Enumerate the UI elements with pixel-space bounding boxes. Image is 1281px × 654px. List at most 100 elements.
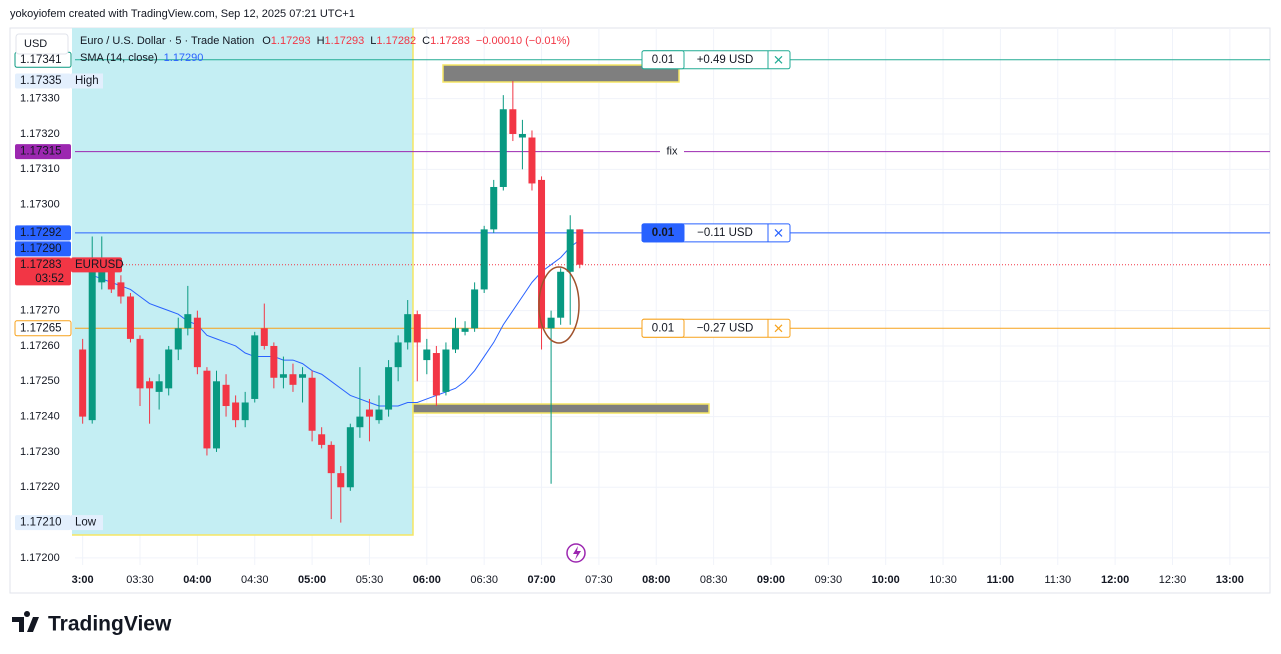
y-tick-label: 1.17250: [20, 375, 60, 387]
candle-body: [203, 370, 211, 449]
candle-body: [404, 314, 412, 343]
price-label-text: Low: [75, 517, 97, 529]
candle-body: [490, 186, 498, 230]
candle-body: [136, 338, 144, 389]
position-close: [774, 228, 783, 237]
candle-body: [518, 133, 526, 138]
ohlc-key: H: [317, 35, 325, 47]
candle-body: [499, 109, 507, 187]
candle-body: [557, 271, 565, 318]
x-tick-label: 12:30: [1159, 574, 1187, 586]
x-tick-label: 10:30: [929, 574, 957, 586]
position-qty-box: [641, 318, 685, 338]
candle-body: [356, 416, 364, 428]
y-tick-label: 1.17220: [20, 481, 60, 493]
legend-sma: SMA (14, close) 1.17290: [80, 52, 203, 64]
candle-body: [299, 374, 307, 378]
candle-body: [241, 402, 249, 421]
y-tick-label: 1.17310: [20, 163, 60, 175]
ohlc-value: 1.17293: [271, 35, 311, 47]
candle-body: [155, 381, 163, 392]
event-bolt: [573, 546, 581, 560]
legend-title: Euro / U.S. Dollar · 5 · Trade Nation: [80, 35, 254, 47]
price-label-text-bg: [71, 515, 103, 531]
sma-value: 1.17290: [164, 52, 204, 64]
annotation-ellipse: [538, 266, 580, 344]
plot: 0.01 +0.49 USD fix 0.01 −0.11 USD 0.01 −0.27 U…: [11, 28, 1270, 592]
zone-box: [412, 403, 710, 414]
candle-body: [528, 137, 536, 184]
x-tick-label: 08:00: [642, 574, 670, 586]
candle-body: [270, 345, 278, 378]
candle-body: [146, 381, 154, 389]
candle-body: [232, 402, 240, 421]
price-label: 1.17315: [20, 146, 62, 158]
y-tick-label: 1.17270: [20, 305, 60, 317]
currency: USD: [24, 38, 47, 50]
price-label: 1.17265: [20, 322, 62, 334]
countdown: 03:52: [35, 273, 64, 285]
candle-body: [451, 328, 459, 350]
price-label: 1.17292: [20, 227, 62, 239]
candle-body: [88, 264, 96, 421]
currency-box: [15, 33, 69, 55]
x-tick-label: 06:30: [470, 574, 498, 586]
logo: TradingView: [12, 611, 172, 636]
candle-body: [423, 349, 431, 361]
candle-body: [547, 317, 555, 329]
x-tick-label: 04:30: [241, 574, 269, 586]
candle-body: [566, 229, 574, 272]
y-tick-label: 1.17300: [20, 199, 60, 211]
candle-body: [461, 328, 469, 332]
price-label-box: [15, 225, 71, 241]
price-label-box: [14, 320, 72, 337]
x-tick-label: 07:30: [585, 574, 613, 586]
candle-body: [107, 271, 115, 290]
candle-body: [251, 335, 259, 399]
position-qty: 0.01: [652, 54, 674, 66]
price-label: 1.17290: [20, 243, 62, 255]
price-label-box: [15, 515, 71, 531]
price-label-box: [15, 73, 71, 89]
candle-body: [222, 384, 230, 407]
x-tick-label: 07:00: [527, 574, 555, 586]
price-label-box: [15, 241, 71, 257]
sma-line: [92, 239, 581, 407]
ohlc-value: 1.17282: [376, 35, 416, 47]
price-label-box: [15, 257, 71, 286]
price-axis-bg: [11, 29, 72, 564]
price-line-tag: fix: [667, 146, 679, 158]
header: yokoyiofem created with TradingView.com,…: [10, 8, 355, 20]
sma-name: SMA (14, close): [80, 52, 158, 64]
x-tick-label: 03:30: [126, 574, 154, 586]
x-tick-label: 05:30: [356, 574, 384, 586]
candle-body: [385, 367, 393, 410]
candle-body: [212, 381, 220, 449]
x-tick-label: 13:00: [1216, 574, 1244, 586]
logo-mark: [12, 611, 39, 632]
candle-body: [117, 282, 125, 297]
x-tick-label: 10:00: [872, 574, 900, 586]
price-line-tag-bg: [660, 144, 684, 159]
x-tick-label: 09:30: [815, 574, 843, 586]
y-tick-label: 1.17330: [20, 93, 60, 105]
candle-body: [98, 264, 106, 283]
y-tick-label: 1.17260: [20, 340, 60, 352]
x-tick-label: 11:30: [1044, 574, 1071, 586]
position-qty: 0.01: [652, 227, 675, 239]
candle-body: [79, 349, 87, 417]
candle-body: [174, 328, 182, 350]
price-label: 1.17210: [20, 517, 62, 529]
candle-body: [365, 409, 373, 417]
x-tick-label: 04:00: [183, 574, 211, 586]
price-label: 1.17283: [20, 259, 62, 271]
candle-body: [337, 473, 345, 488]
candle-body: [193, 317, 201, 368]
ohlc-value: 1.17283: [430, 35, 470, 47]
x-tick-label: 09:00: [757, 574, 785, 586]
zone-box: [442, 64, 680, 83]
price-label-box: [15, 144, 71, 160]
candle-body: [346, 427, 354, 488]
time-axis-bg: [11, 565, 1269, 592]
